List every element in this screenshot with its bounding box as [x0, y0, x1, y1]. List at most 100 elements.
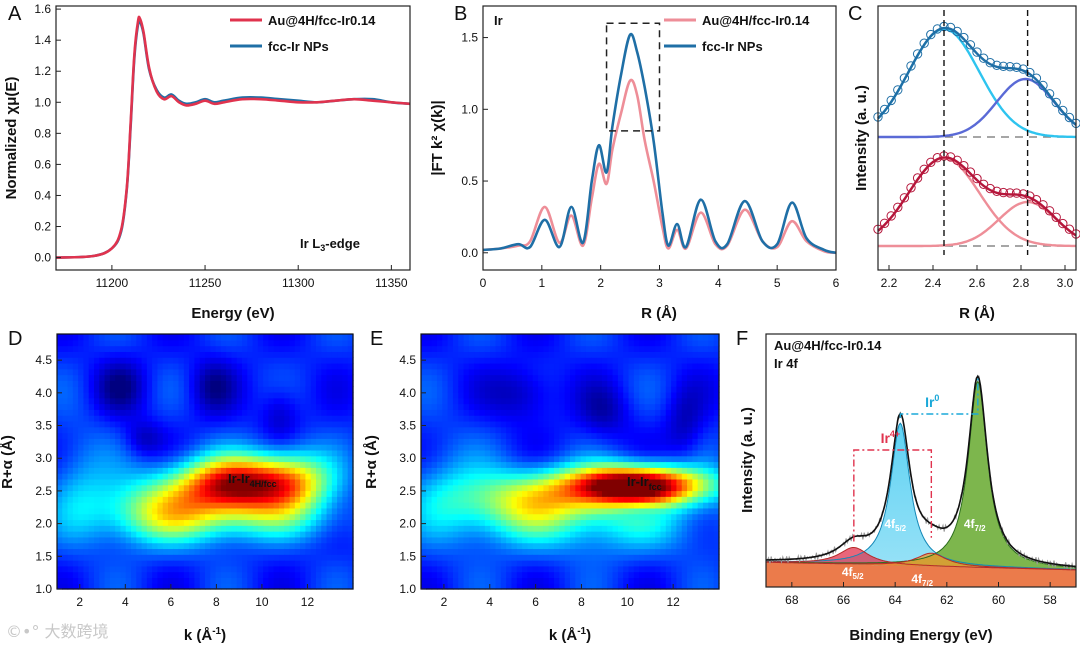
panel-e-cell [447, 560, 454, 567]
panel-e-cell [655, 478, 662, 486]
panel-e-cell [436, 415, 443, 422]
panel-e-cell [431, 565, 438, 573]
panel-e-cell [527, 432, 534, 439]
panel-d-cell [83, 386, 90, 393]
panel-e-cell [596, 409, 603, 416]
panel-d-cell [115, 334, 122, 341]
panel-d-cell [247, 525, 254, 532]
panel-e-cell [490, 502, 497, 509]
panel-e-cell [532, 449, 539, 457]
panel-d-cell [331, 502, 338, 509]
panel-d-cell [220, 362, 227, 370]
panel-d-cell [231, 334, 238, 341]
panel-d-cell [162, 473, 169, 480]
panel-e-cell [532, 502, 539, 509]
panel-d-cell [168, 473, 174, 480]
panel-d-cell [300, 409, 307, 416]
panel-e-cell [655, 444, 662, 451]
panel-d-cell [120, 357, 127, 364]
panel-e-cell [474, 560, 481, 567]
panel-c-xtick-label: 2.6 [969, 276, 986, 290]
panel-d-cell [136, 374, 143, 381]
panel-e-cell [463, 420, 470, 428]
panel-c-upper-data-point [932, 24, 943, 34]
panel-e-cell [532, 536, 539, 544]
panel-e-cell [511, 339, 518, 347]
panel-e-cell [660, 502, 667, 509]
panel-e-cell [676, 513, 683, 521]
panel-d-cell [337, 507, 344, 515]
panel-e-cell [591, 351, 598, 358]
panel-e-cell [596, 513, 603, 521]
panel-e-cell [607, 403, 614, 410]
panel-e-cell [522, 345, 529, 352]
panel-d-cell [183, 461, 190, 468]
panel-e-cell [591, 444, 598, 451]
panel-e-cell [607, 397, 614, 405]
panel-e-cell [554, 467, 560, 474]
panel-d-cell [220, 484, 227, 492]
panel-e-cell [580, 380, 587, 387]
panel-e-cell [687, 357, 693, 364]
panel-d-cell [268, 386, 275, 393]
panel-e-cell [692, 415, 699, 422]
panel-d-cell [273, 386, 280, 393]
panel-d-cell [83, 542, 90, 550]
panel-e-cell [554, 548, 560, 555]
panel-d-cell [247, 391, 254, 399]
panel-e-cell [591, 409, 598, 416]
panel-d-cell [205, 542, 211, 550]
panel-d-cell [215, 531, 222, 538]
panel-d-cell [152, 502, 159, 509]
panel-d-cell [136, 420, 143, 428]
panel-e-cell [596, 368, 603, 376]
panel-e-cell [506, 420, 513, 428]
panel-d-cell [183, 531, 190, 538]
panel-e-cell [660, 507, 667, 515]
panel-e-cell [554, 357, 560, 364]
panel-d-cell [247, 548, 254, 555]
panel-d-cell [62, 368, 69, 376]
panel-e-cell [676, 496, 683, 503]
panel-e-cell [612, 420, 619, 428]
panel-e-cell [421, 478, 427, 486]
panel-d-cell [300, 455, 307, 463]
panel-d-cell [210, 334, 217, 341]
panel-e-cell [474, 519, 481, 526]
panel-d-cell [157, 380, 164, 387]
panel-d-cell [294, 432, 301, 439]
panel-d-cell [326, 409, 333, 416]
panel-d-cell [252, 403, 259, 410]
panel-d-cell [141, 455, 148, 463]
panel-d-cell [162, 577, 169, 584]
panel-d-cell [342, 449, 349, 457]
panel-d-cell [337, 571, 344, 579]
panel-e-cell [511, 513, 518, 521]
panel-e-cell [463, 397, 470, 405]
panel-e-cell [426, 542, 433, 550]
panel-d-cell [62, 426, 69, 434]
panel-d-cell [331, 403, 338, 410]
panel-e-cell [681, 391, 688, 399]
panel-e-cell [697, 374, 704, 381]
panel-d-cell [125, 554, 132, 561]
panel-d-cell [152, 374, 159, 381]
panel-d-cell [273, 536, 280, 544]
panel-d-cell [231, 345, 238, 352]
panel-e-cell [484, 345, 491, 352]
panel-e-cell [591, 461, 598, 468]
panel-d-cell [226, 478, 233, 486]
panel-e-cell [442, 571, 449, 579]
panel-d-cell [279, 334, 285, 341]
panel-d-cell [226, 525, 233, 532]
panel-d-cell [183, 536, 190, 544]
panel-d-cell [247, 484, 254, 492]
panel-e-cell [452, 519, 459, 526]
panel-d-cell [305, 368, 312, 376]
panel-d-cell [67, 339, 74, 347]
panel-d-cell [310, 345, 317, 352]
panel-e-cell [692, 391, 699, 399]
panel-e-cell [458, 519, 465, 526]
panel-d-cell [305, 444, 312, 451]
panel-d-cell [284, 403, 291, 410]
